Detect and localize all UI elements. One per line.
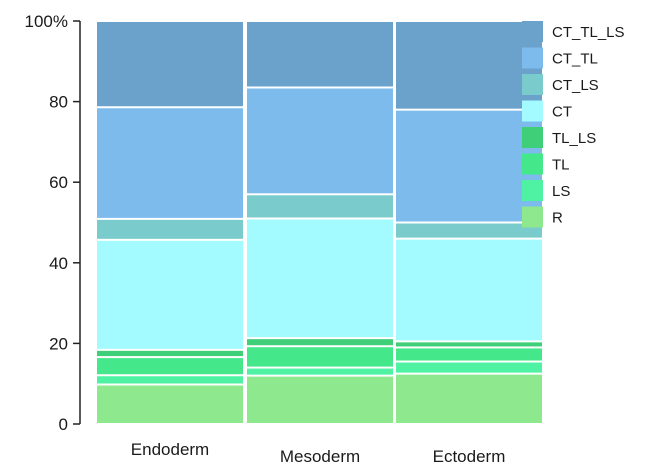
y-tick-label: 40 (49, 254, 68, 273)
bar-segment-tl (247, 347, 393, 367)
y-tick-label: 80 (49, 93, 68, 112)
legend-swatch (522, 153, 543, 175)
legend-item-ct-ls: CT_LS (522, 74, 599, 95)
bar-segment-ct-tl (247, 88, 393, 194)
legend-swatch (522, 206, 543, 228)
y-tick-label: 0 (59, 415, 68, 434)
category-label: Endoderm (131, 440, 209, 459)
bar-stack-ectoderm (396, 22, 542, 423)
legend-item-tl-ls: TL_LS (522, 127, 596, 148)
bar-segment-ct-ls (396, 223, 542, 238)
bar-segment-tl-ls (247, 339, 393, 346)
bar-segment-ls (247, 368, 393, 375)
legend-swatch (522, 74, 543, 95)
legend-item-ls: LS (522, 180, 570, 201)
y-axis: 0 20 40 60 80 100% (25, 12, 81, 434)
legend-label: TL (552, 157, 570, 174)
bar-segment-ct (247, 219, 393, 338)
bar-segment-tl (396, 348, 542, 361)
legend-label: R (552, 210, 563, 227)
bar-segment-r (396, 374, 542, 423)
legend-label: TL_LS (552, 130, 596, 147)
legend-swatch (522, 100, 543, 122)
category-label: Ectoderm (433, 447, 506, 465)
bar-segment-ct-tl (97, 108, 243, 218)
legend-label: LS (552, 183, 570, 200)
legend-label: CT_TL_LS (552, 24, 625, 41)
y-tick-label: 100% (25, 12, 68, 31)
bar-segment-ct-tl-ls (396, 22, 542, 109)
legend-swatch (522, 127, 543, 148)
bar-segment-ct-ls (97, 219, 243, 239)
legend-item-ct: CT (522, 100, 572, 122)
bars (97, 22, 542, 423)
bar-segment-ct-tl-ls (247, 22, 393, 87)
legend-label: CT_TL (552, 51, 598, 68)
legend-swatch (522, 180, 543, 201)
legend-item-r: R (522, 206, 563, 228)
legend-swatch (522, 21, 543, 42)
bar-segment-ct-tl (396, 110, 542, 222)
y-tick-label: 60 (49, 173, 68, 192)
y-tick-label: 20 (49, 334, 68, 353)
bar-segment-r (97, 385, 243, 423)
legend-item-ct-tl: CT_TL (522, 47, 598, 69)
legend: CT_TL_LS CT_TL CT_LS CT TL_LS TL LS R (522, 21, 625, 228)
legend-label: CT_LS (552, 77, 599, 94)
bar-segment-ct-tl-ls (97, 22, 243, 107)
bar-stack-mesoderm (247, 22, 393, 423)
legend-label: CT (552, 104, 572, 121)
legend-item-tl: TL (522, 153, 570, 175)
bar-stack-endoderm (97, 22, 243, 423)
legend-swatch (522, 47, 543, 69)
category-label: Mesoderm (280, 447, 360, 465)
bar-segment-ct (97, 240, 243, 349)
bar-segment-ls (396, 362, 542, 373)
legend-item-ct-tl-ls: CT_TL_LS (522, 21, 625, 42)
bar-segment-tl-ls (396, 342, 542, 347)
bar-segment-ls (97, 376, 243, 384)
bar-segment-ct (396, 239, 542, 341)
bar-segment-r (247, 376, 393, 423)
bar-segment-ct-ls (247, 195, 393, 218)
bar-segment-tl-ls (97, 350, 243, 357)
category-labels: Endoderm Mesoderm Ectoderm (131, 440, 506, 465)
bar-segment-tl (97, 358, 243, 375)
